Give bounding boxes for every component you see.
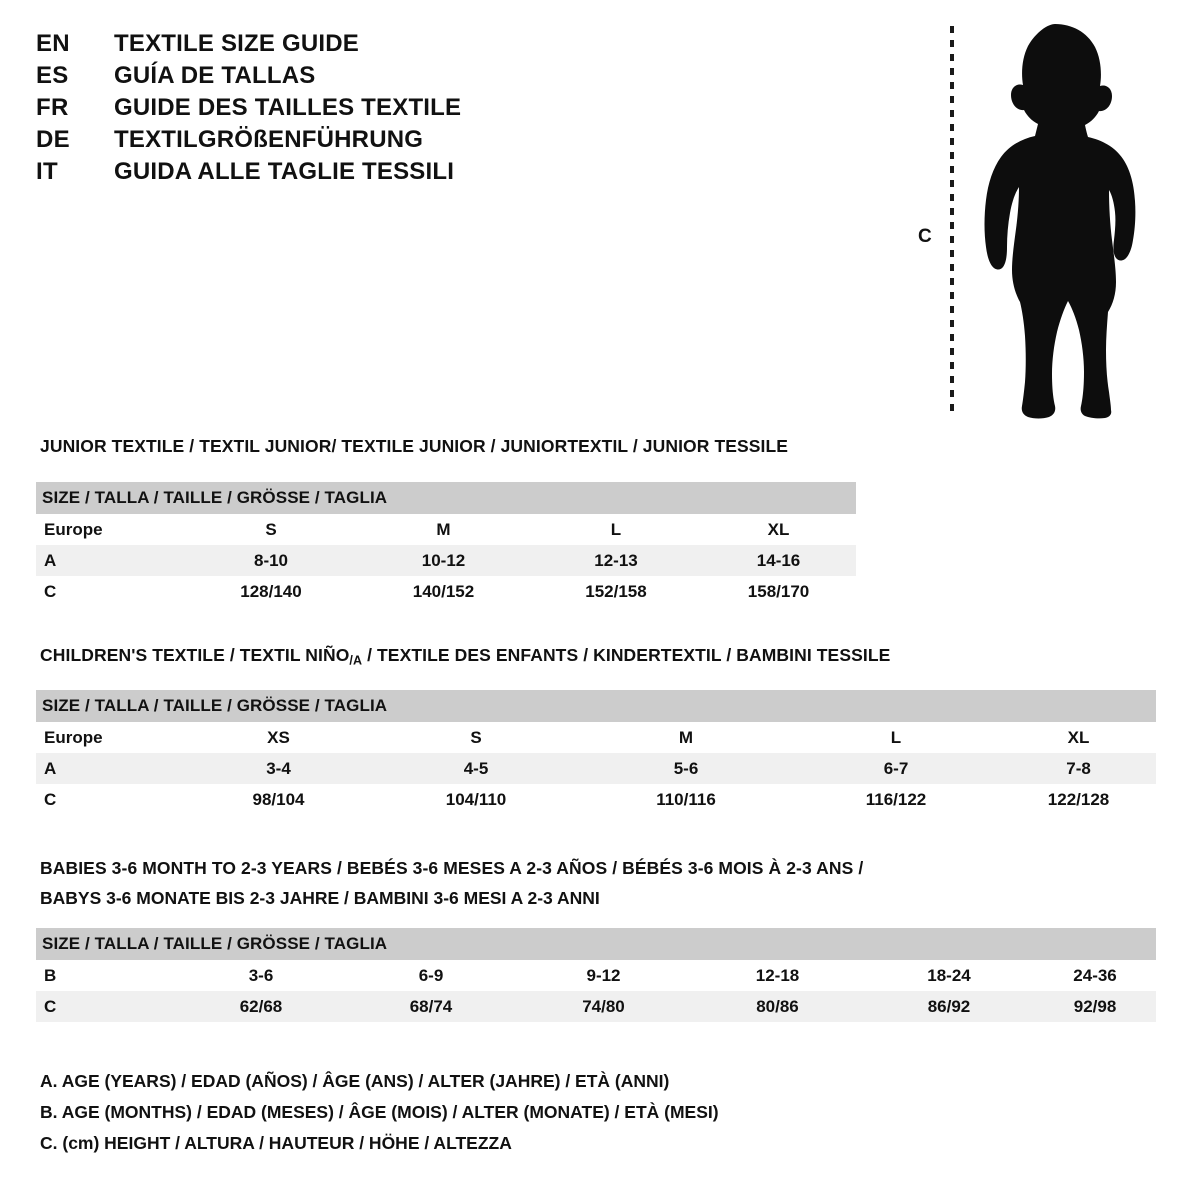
cell: 6-9 (346, 960, 516, 991)
cell: M (356, 514, 531, 545)
cell: 152/158 (531, 576, 701, 607)
babies-section-title-line2: BABYS 3-6 MONATE BIS 2-3 JAHRE / BAMBINI… (40, 888, 600, 908)
cell: 14-16 (701, 545, 857, 576)
row-label: C (36, 576, 186, 607)
cell: 116/122 (791, 784, 1001, 815)
height-figure: C (900, 8, 1150, 428)
cell: S (371, 722, 581, 753)
row-label: Europe (36, 514, 186, 545)
language-row: ES GUÍA DE TALLAS (36, 62, 461, 94)
cell: L (531, 514, 701, 545)
table-row: Europe S M L XL (36, 514, 857, 545)
junior-size-bar-label: SIZE / TALLA / TAILLE / GRÖSSE / TAGLIA (36, 482, 857, 514)
language-code: EN (36, 30, 70, 57)
cell: L (791, 722, 1001, 753)
babies-section-title-line1: BABIES 3-6 MONTH TO 2-3 YEARS / BEBÉS 3-… (40, 858, 864, 878)
table-row: B 3-6 6-9 9-12 12-18 18-24 24-36 (36, 960, 1157, 991)
children-section-title: CHILDREN'S TEXTILE / TEXTIL NIÑO/A / TEX… (40, 645, 890, 668)
children-title-subscript: /A (349, 653, 363, 668)
cell: 5-6 (581, 753, 791, 784)
cell: 18-24 (864, 960, 1034, 991)
cell: 98/104 (186, 784, 371, 815)
row-label: C (36, 784, 186, 815)
row-label: A (36, 753, 186, 784)
language-row: DE TEXTILGRÖßENFÜHRUNG (36, 126, 461, 158)
cell: 12-13 (531, 545, 701, 576)
table-row: A 8-10 10-12 12-13 14-16 (36, 545, 857, 576)
language-title: GUIDE DES TAILLES TEXTILE (114, 94, 462, 121)
language-code: DE (36, 126, 70, 153)
language-title: TEXTILGRÖßENFÜHRUNG (114, 126, 424, 153)
babies-size-bar-label: SIZE / TALLA / TAILLE / GRÖSSE / TAGLIA (36, 928, 1157, 960)
language-header-block: EN TEXTILE SIZE GUIDE ES GUÍA DE TALLAS … (36, 30, 461, 190)
cell: 3-4 (186, 753, 371, 784)
cell: 24-36 (1034, 960, 1157, 991)
legend-item-c: C. (cm) HEIGHT / ALTURA / HAUTEUR / HÖHE… (40, 1133, 512, 1153)
cell: 74/80 (516, 991, 691, 1022)
cell: S (186, 514, 356, 545)
legend-item-b: B. AGE (MONTHS) / EDAD (MESES) / ÂGE (MO… (40, 1102, 719, 1122)
cell: 104/110 (371, 784, 581, 815)
table-row: C 128/140 140/152 152/158 158/170 (36, 576, 857, 607)
children-title-post: / TEXTILE DES ENFANTS / KINDERTEXTIL / B… (362, 645, 891, 665)
cell: 3-6 (176, 960, 346, 991)
cell: 158/170 (701, 576, 857, 607)
cell: 110/116 (581, 784, 791, 815)
table-row: C 62/68 68/74 74/80 80/86 86/92 92/98 (36, 991, 1157, 1022)
row-label: B (36, 960, 176, 991)
language-code: ES (36, 62, 69, 89)
table-size-bar-row: SIZE / TALLA / TAILLE / GRÖSSE / TAGLIA (36, 690, 1157, 722)
cell: 128/140 (186, 576, 356, 607)
cell: 9-12 (516, 960, 691, 991)
babies-size-table: SIZE / TALLA / TAILLE / GRÖSSE / TAGLIA … (36, 928, 1157, 1022)
cell: 140/152 (356, 576, 531, 607)
language-code: FR (36, 94, 69, 121)
cell: XL (701, 514, 857, 545)
cell: 80/86 (691, 991, 864, 1022)
table-size-bar-row: SIZE / TALLA / TAILLE / GRÖSSE / TAGLIA (36, 928, 1157, 960)
row-label: A (36, 545, 186, 576)
cell: 68/74 (346, 991, 516, 1022)
language-row: FR GUIDE DES TAILLES TEXTILE (36, 94, 461, 126)
cell: 86/92 (864, 991, 1034, 1022)
children-size-bar-label: SIZE / TALLA / TAILLE / GRÖSSE / TAGLIA (36, 690, 1157, 722)
children-title-pre: CHILDREN'S TEXTILE / TEXTIL NIÑO (40, 645, 350, 665)
cell: 92/98 (1034, 991, 1157, 1022)
cell: M (581, 722, 791, 753)
language-title: GUÍA DE TALLAS (114, 62, 316, 89)
language-row: EN TEXTILE SIZE GUIDE (36, 30, 461, 62)
junior-size-table: SIZE / TALLA / TAILLE / GRÖSSE / TAGLIA … (36, 482, 857, 607)
cell: 10-12 (356, 545, 531, 576)
junior-section-title: JUNIOR TEXTILE / TEXTIL JUNIOR/ TEXTILE … (40, 436, 789, 456)
legend-item-a: A. AGE (YEARS) / EDAD (AÑOS) / ÂGE (ANS)… (40, 1071, 670, 1091)
cell: 122/128 (1001, 784, 1157, 815)
children-size-table: SIZE / TALLA / TAILLE / GRÖSSE / TAGLIA … (36, 690, 1157, 815)
child-silhouette-icon (984, 24, 1136, 419)
table-size-bar-row: SIZE / TALLA / TAILLE / GRÖSSE / TAGLIA (36, 482, 857, 514)
legend-block: A. AGE (YEARS) / EDAD (AÑOS) / ÂGE (ANS)… (40, 1066, 719, 1159)
language-title: TEXTILE SIZE GUIDE (114, 30, 359, 57)
cell: 4-5 (371, 753, 581, 784)
cell: 6-7 (791, 753, 1001, 784)
cell: 12-18 (691, 960, 864, 991)
row-label: C (36, 991, 176, 1022)
cell: 8-10 (186, 545, 356, 576)
cell: 62/68 (176, 991, 346, 1022)
table-row: Europe XS S M L XL (36, 722, 1157, 753)
height-dotted-line (950, 26, 954, 418)
cell: XL (1001, 722, 1157, 753)
height-measure-label: C (918, 226, 932, 247)
language-row: IT GUIDA ALLE TAGLIE TESSILI (36, 158, 461, 190)
cell: XS (186, 722, 371, 753)
cell: 7-8 (1001, 753, 1157, 784)
language-title: GUIDA ALLE TAGLIE TESSILI (114, 158, 455, 185)
table-row: A 3-4 4-5 5-6 6-7 7-8 (36, 753, 1157, 784)
table-row: C 98/104 104/110 110/116 116/122 122/128 (36, 784, 1157, 815)
language-code: IT (36, 158, 58, 185)
row-label: Europe (36, 722, 186, 753)
